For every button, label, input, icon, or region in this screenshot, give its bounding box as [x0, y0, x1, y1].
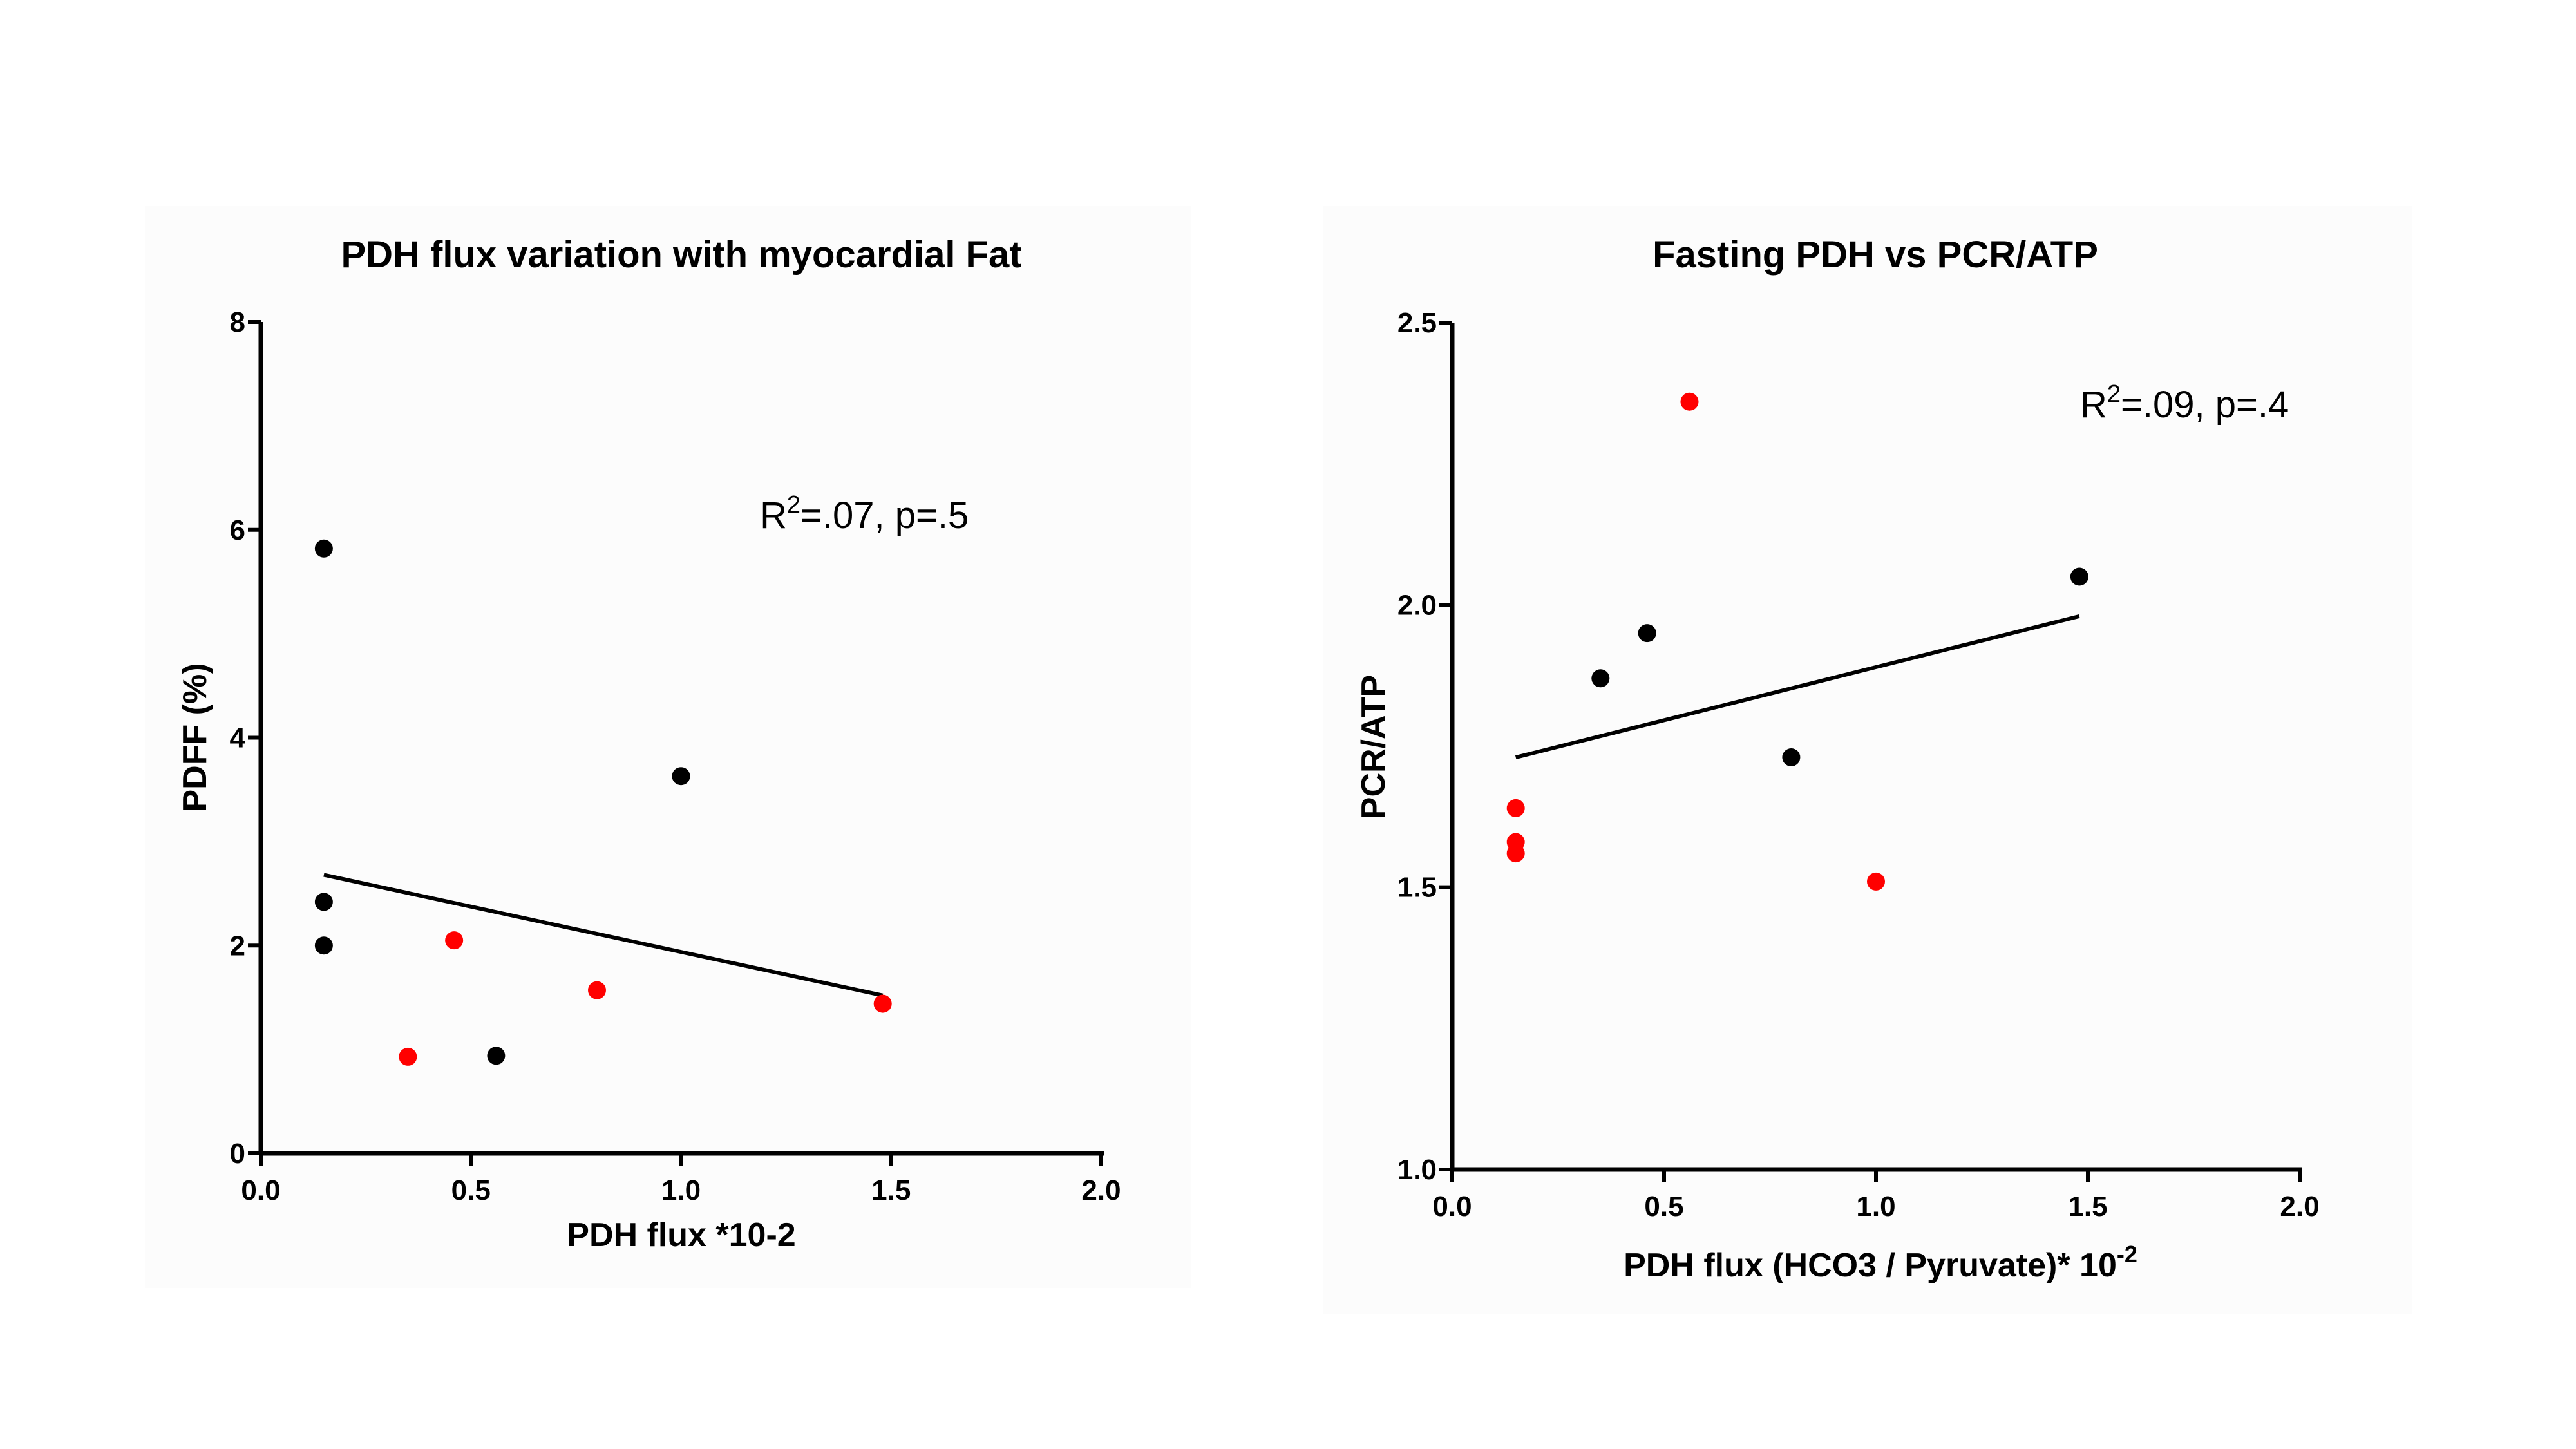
data-point-black	[314, 893, 333, 911]
x-axis-label-text: PDH flux (HCO3 / Pyruvate)* 10	[1624, 1247, 2117, 1284]
data-point-red	[588, 981, 606, 999]
annotation-superscript: 2	[787, 491, 800, 518]
annotation-suffix: =.07, p=.5	[800, 495, 969, 536]
data-point-red	[399, 1047, 417, 1066]
data-point-red	[1867, 872, 1885, 891]
data-point-black	[672, 767, 690, 786]
regression-line	[323, 873, 884, 998]
data-point-black	[1782, 748, 1801, 767]
data-point-red	[1680, 392, 1699, 411]
data-point-black	[314, 539, 333, 558]
x-tick-label: 1.5	[2068, 1191, 2107, 1222]
annotation-prefix: R	[760, 495, 787, 536]
x-axis-label-superscript: -2	[2117, 1241, 2137, 1267]
stats-annotation: R2=.09, p=.4	[2080, 381, 2289, 426]
data-point-red	[1506, 799, 1525, 817]
x-tick-label: 1.5	[871, 1175, 911, 1206]
x-tick-label: 2.0	[2280, 1191, 2319, 1222]
chart-pdff: PDH flux variation with myocardial Fat P…	[176, 234, 1121, 1254]
y-tick-label: 1.5	[1397, 872, 1437, 904]
y-tick-label: 2.0	[1397, 589, 1437, 621]
y-tick-label: 1.0	[1397, 1154, 1437, 1186]
x-tick-label: 2.0	[1081, 1175, 1121, 1206]
data-point-red	[1506, 844, 1525, 863]
data-point-black	[314, 936, 333, 955]
regression-line	[1515, 614, 2080, 759]
chart-title: PDH flux variation with myocardial Fat	[341, 234, 1021, 276]
y-axis-label: PDFF (%)	[176, 663, 214, 811]
x-tick-label: 1.0	[661, 1175, 701, 1206]
y-tick-label: 4	[230, 723, 246, 754]
annotation-prefix: R	[2080, 384, 2107, 426]
x-axis-label: PDH flux *10-2	[567, 1217, 795, 1254]
data-point-black	[487, 1046, 506, 1065]
y-tick-label: 0	[230, 1138, 245, 1170]
x-tick-label: 0.5	[1644, 1191, 1683, 1222]
x-tick-label: 1.0	[1856, 1191, 1895, 1222]
panel-right-background	[1323, 206, 2412, 1314]
panel-left-background	[145, 206, 1191, 1288]
y-tick-label: 2	[230, 930, 245, 961]
data-point-black	[2070, 567, 2088, 586]
x-tick-label: 0.0	[241, 1175, 280, 1206]
annotation-suffix: =.09, p=.4	[2121, 384, 2289, 426]
data-point-red	[873, 994, 892, 1013]
x-tick-label: 0.0	[1432, 1191, 1472, 1222]
data-point-black	[1591, 669, 1610, 688]
y-axis-label: PCR/ATP	[1355, 675, 1392, 819]
stats-annotation: R2=.07, p=.5	[760, 491, 969, 536]
x-axis-label: PDH flux (HCO3 / Pyruvate)* 10-2	[1624, 1241, 2137, 1284]
annotation-superscript: 2	[2107, 381, 2121, 408]
data-point-red	[445, 931, 464, 950]
y-tick-label: 2.5	[1397, 307, 1437, 339]
y-tick-label: 8	[230, 307, 245, 338]
x-tick-label: 0.5	[451, 1175, 491, 1206]
y-tick-label: 6	[230, 515, 245, 546]
chart-pcr-atp: Fasting PDH vs PCR/ATP PDH flux (HCO3 / …	[1355, 234, 2320, 1284]
chart-title: Fasting PDH vs PCR/ATP	[1653, 234, 2098, 276]
data-point-black	[1638, 624, 1656, 643]
